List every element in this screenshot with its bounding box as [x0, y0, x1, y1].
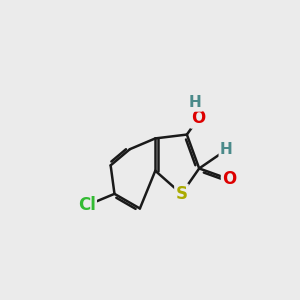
Text: Cl: Cl — [78, 196, 96, 214]
Text: H: H — [189, 95, 202, 110]
Text: O: O — [222, 170, 236, 188]
Text: O: O — [191, 110, 206, 128]
Text: H: H — [220, 142, 233, 158]
Text: S: S — [176, 185, 188, 203]
